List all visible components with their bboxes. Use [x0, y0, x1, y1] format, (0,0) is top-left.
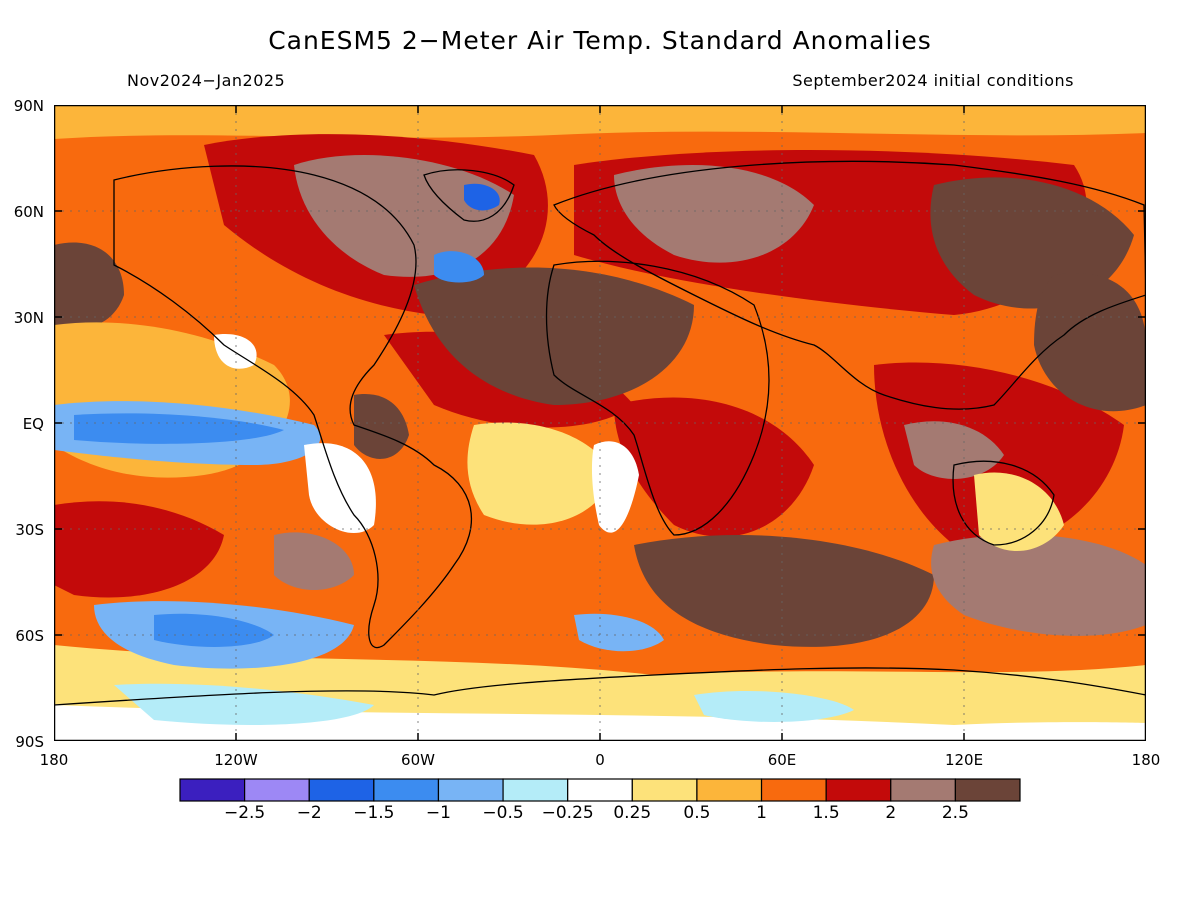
colorbar-swatches — [179, 778, 1021, 802]
colorbar-swatch-1 — [244, 778, 310, 802]
lat-label-90n: 90N — [13, 97, 44, 115]
south-pacific-cold-core — [154, 613, 274, 647]
colorbar-swatch-6 — [567, 778, 633, 802]
colorbar-label-1: −2 — [296, 803, 322, 823]
colorbar-label-3: −1 — [425, 803, 451, 823]
africa-red-zone — [614, 397, 814, 537]
americas-coastline — [113, 165, 473, 649]
map-title: CanESM5 2−Meter Air Temp. Standard Anoma… — [268, 26, 932, 55]
colorbar-label-2: −1.5 — [353, 803, 395, 823]
colorbar-swatch-12 — [954, 778, 1021, 802]
colorbar-label-9: 1.5 — [812, 803, 840, 823]
greenland-coastline — [423, 169, 515, 222]
south-pacific-brown-zone — [931, 534, 1146, 636]
anomaly-map — [54, 105, 1146, 741]
ne-pacific-brown-zone — [54, 242, 124, 329]
lon-label-60e: 60E — [767, 751, 797, 769]
atlantic-brown-zone — [414, 267, 694, 405]
lon-label-120w: 120W — [214, 751, 258, 769]
graticule — [54, 105, 1146, 741]
axis-ticks — [54, 105, 1146, 741]
labrador-cold-zone — [434, 251, 484, 283]
south-atlantic-cool-zone — [574, 613, 664, 652]
lon-label-180w: 180 — [39, 751, 69, 769]
colorbar-label-11: 2.5 — [941, 803, 969, 823]
colorbar-label-6: 0.25 — [613, 803, 652, 823]
colorbar-swatch-10 — [825, 778, 892, 802]
south-pacific-red-zone — [54, 501, 224, 598]
colorbar-swatch-8 — [696, 778, 763, 802]
lon-label-0: 0 — [595, 751, 605, 769]
initial-conditions: September2024 initial conditions — [792, 71, 1074, 90]
lon-label-60w: 60W — [401, 751, 435, 769]
se-pacific-brown-zone — [274, 532, 354, 590]
ross-sea-cool-zone — [114, 683, 374, 725]
north-pacific-brown-zone — [1034, 273, 1146, 412]
southern-ocean-brown-zone — [634, 535, 934, 647]
indonesia-brown-zone — [904, 421, 1004, 479]
europe-brown-zone — [614, 165, 814, 263]
coastlines — [54, 160, 1146, 706]
ne-pacific-neutral-spot — [214, 334, 257, 369]
colorbar-swatch-4 — [437, 778, 504, 802]
colorbar-label-5: −0.25 — [541, 803, 594, 823]
colorbar-label-7: 0.5 — [683, 803, 711, 823]
canada-brown-zone — [294, 155, 514, 277]
colorbar-label-8: 1 — [756, 803, 767, 823]
colorbar-swatch-11 — [890, 778, 956, 802]
greenland-cold-spot — [464, 183, 500, 211]
lat-label-90s: 90S — [15, 733, 44, 751]
australia-coastline — [952, 460, 1055, 546]
colorbar-swatch-7 — [631, 778, 698, 802]
colorbar-label-10: 2 — [885, 803, 897, 823]
colorbar-swatch-3 — [373, 778, 440, 802]
lat-label-30s: 30S — [15, 521, 44, 539]
lon-label-120e: 120E — [944, 751, 984, 769]
lat-label-60n: 60N — [13, 203, 44, 221]
colorbar-swatch-2 — [308, 778, 375, 802]
africa-coastline — [545, 260, 770, 536]
colorbar-swatch-5 — [502, 778, 569, 802]
amazon-brown-zone — [354, 394, 409, 459]
antarctic-cool-zone — [694, 690, 854, 722]
colorbar — [179, 778, 1021, 802]
lon-label-180e: 180 — [1131, 751, 1161, 769]
colorbar-label-0: −2.5 — [223, 803, 266, 823]
australia-yellow-zone — [974, 472, 1064, 552]
benguela-neutral-zone — [591, 441, 639, 533]
forecast-period: Nov2024−Jan2025 — [127, 71, 286, 90]
equatorial-pacific-cold-core — [74, 413, 284, 444]
antarctica-coastline — [54, 667, 1146, 706]
south-atlantic-yellow-zone — [467, 422, 614, 525]
colorbar-swatch-0 — [179, 778, 246, 802]
lat-label-eq: EQ — [22, 415, 44, 433]
eurasia-coastline — [553, 160, 1146, 410]
lat-label-30n: 30N — [13, 309, 44, 327]
colorbar-swatch-9 — [760, 778, 827, 802]
lat-label-60s: 60S — [15, 627, 44, 645]
colorbar-label-4: −0.5 — [482, 803, 524, 823]
